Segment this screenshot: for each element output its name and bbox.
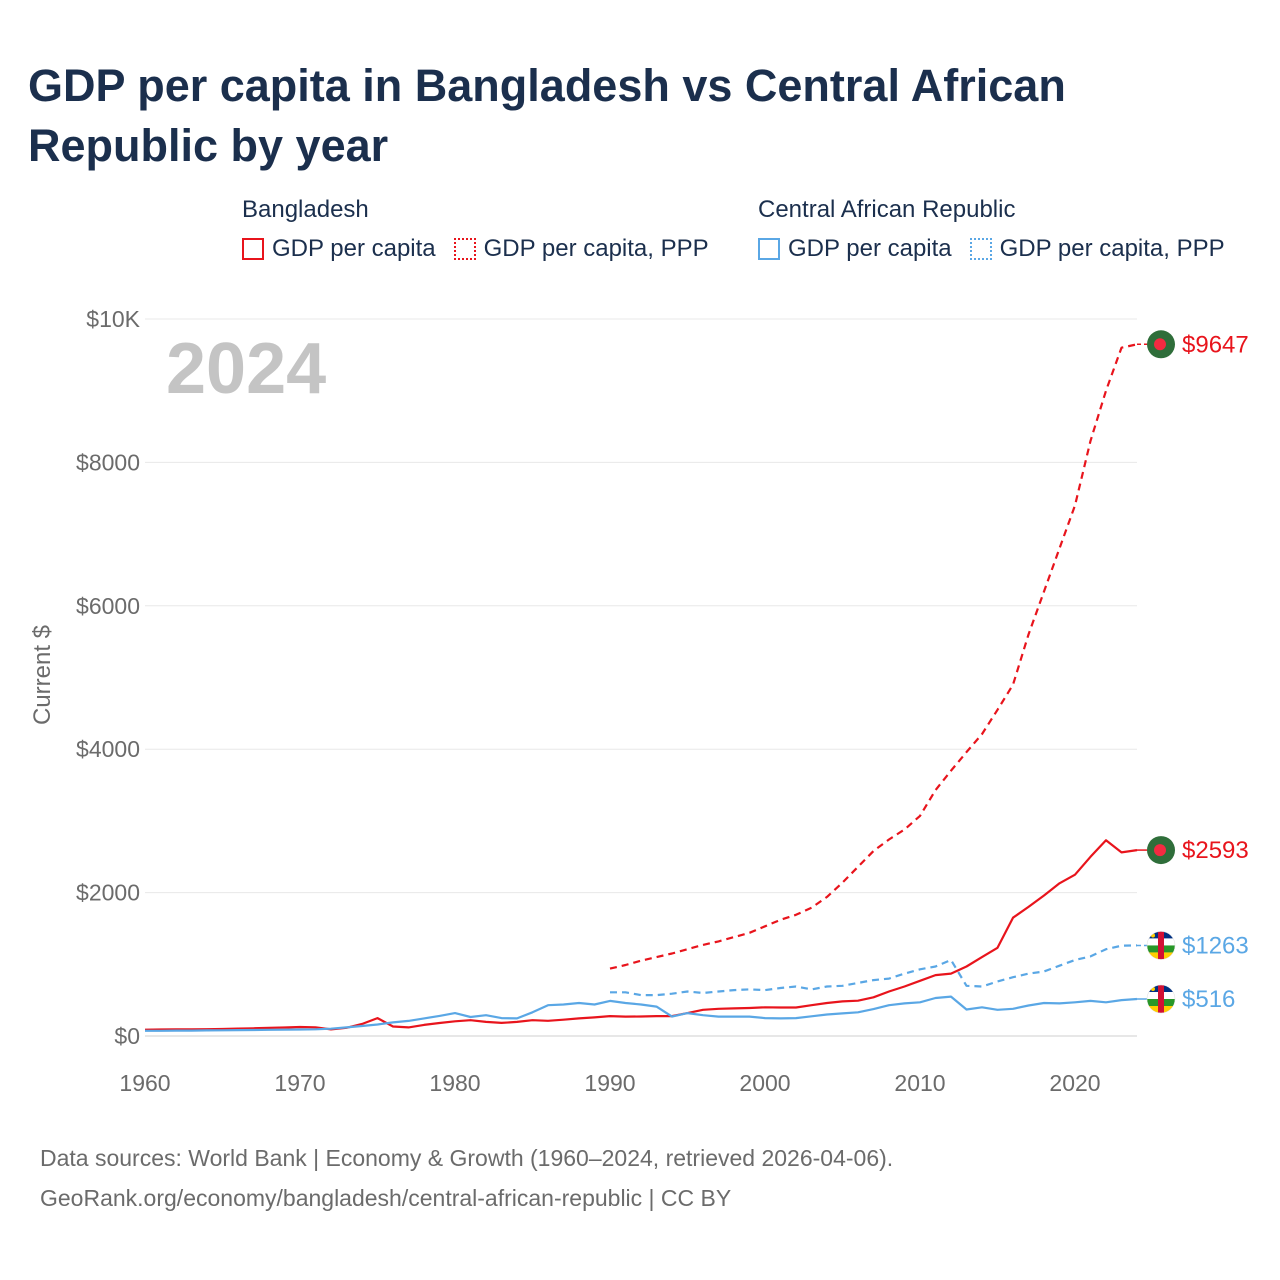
end-value-label: $1263 [1182, 932, 1249, 959]
legend-item-bangladesh-gdp-ppp[interactable]: GDP per capita, PPP [453, 235, 709, 263]
flag-outline [1146, 931, 1176, 960]
legend-swatch-solid [242, 238, 264, 260]
y-tick-label: $8000 [76, 449, 140, 475]
legend-group-bangladesh: Bangladesh GDP per capita GDP per capita… [242, 195, 727, 263]
x-tick-label: 1960 [119, 1070, 170, 1096]
legend-item-car-gdp[interactable]: GDP per capita [758, 235, 952, 263]
y-tick-label: $6000 [76, 593, 140, 619]
end-value-label: $9647 [1182, 331, 1249, 358]
chart-title: GDP per capita in Bangladesh vs Central … [28, 60, 1066, 171]
footer-link[interactable]: GeoRank.org/economy/bangladesh/central-a… [40, 1185, 732, 1211]
end-value-label: $516 [1182, 986, 1235, 1013]
year-watermark: 2024 [166, 329, 326, 409]
legend-label: GDP per capita [788, 235, 952, 262]
y-axis-label: Current $ [29, 625, 56, 725]
legend-label: GDP per capita, PPP [999, 235, 1225, 262]
footer-sources: Data sources: World Bank | Economy & Gro… [40, 1145, 894, 1171]
x-tick-label: 2000 [739, 1070, 790, 1096]
legend-swatch-solid [758, 238, 780, 260]
legend-swatch-dotted [453, 238, 476, 260]
car-flag-icon [1146, 984, 1176, 1014]
series-line [610, 944, 1138, 997]
legend-item-car-gdp-ppp[interactable]: GDP per capita, PPP [969, 235, 1225, 263]
x-axis: 1960 1970 1980 1990 2000 2010 2020 [119, 1070, 1100, 1096]
series-line [144, 839, 1138, 1031]
end-markers: $2593 $9647 $516 $1263 [1137, 330, 1249, 1014]
y-tick-label: $4000 [76, 736, 140, 762]
y-tick-label: $10K [86, 306, 140, 332]
flag-band [1158, 985, 1164, 1014]
x-tick-label: 1970 [274, 1070, 325, 1096]
bangladesh-flag-icon [1147, 836, 1175, 865]
y-tick-label: $0 [114, 1023, 140, 1049]
flag-band [1158, 931, 1164, 960]
x-tick-label: 2010 [894, 1070, 945, 1096]
flag-disc [1154, 844, 1166, 857]
x-tick-label: 1990 [584, 1070, 635, 1096]
flag-disc [1154, 338, 1166, 351]
x-tick-label: 1980 [429, 1070, 480, 1096]
grid [145, 318, 1137, 1037]
legend-country-bangladesh: Bangladesh [242, 196, 369, 223]
end-value-label: $2593 [1182, 837, 1249, 864]
x-tick-label: 2020 [1049, 1070, 1100, 1096]
legend-country-car: Central African Republic [758, 196, 1016, 223]
legend-label: GDP per capita [272, 235, 436, 262]
series-lines [144, 343, 1138, 1032]
series-line [145, 995, 1138, 1032]
y-tick-label: $2000 [76, 880, 140, 906]
series-line [609, 343, 1138, 970]
flag-outline [1146, 984, 1176, 1014]
legend-group-car: Central African Republic GDP per capita … [758, 195, 1243, 263]
car-flag-icon [1146, 931, 1176, 960]
flag-clip [1147, 931, 1175, 960]
bangladesh-flag-icon [1147, 330, 1175, 359]
footer: Data sources: World Bank | Economy & Gro… [40, 1138, 893, 1218]
y-axis: $0 $2000 $4000 $6000 $8000 $10K [76, 306, 141, 1049]
legend-label: GDP per capita, PPP [483, 235, 709, 262]
legend-item-bangladesh-gdp[interactable]: GDP per capita [242, 235, 436, 263]
legend-swatch-dotted [969, 238, 992, 260]
